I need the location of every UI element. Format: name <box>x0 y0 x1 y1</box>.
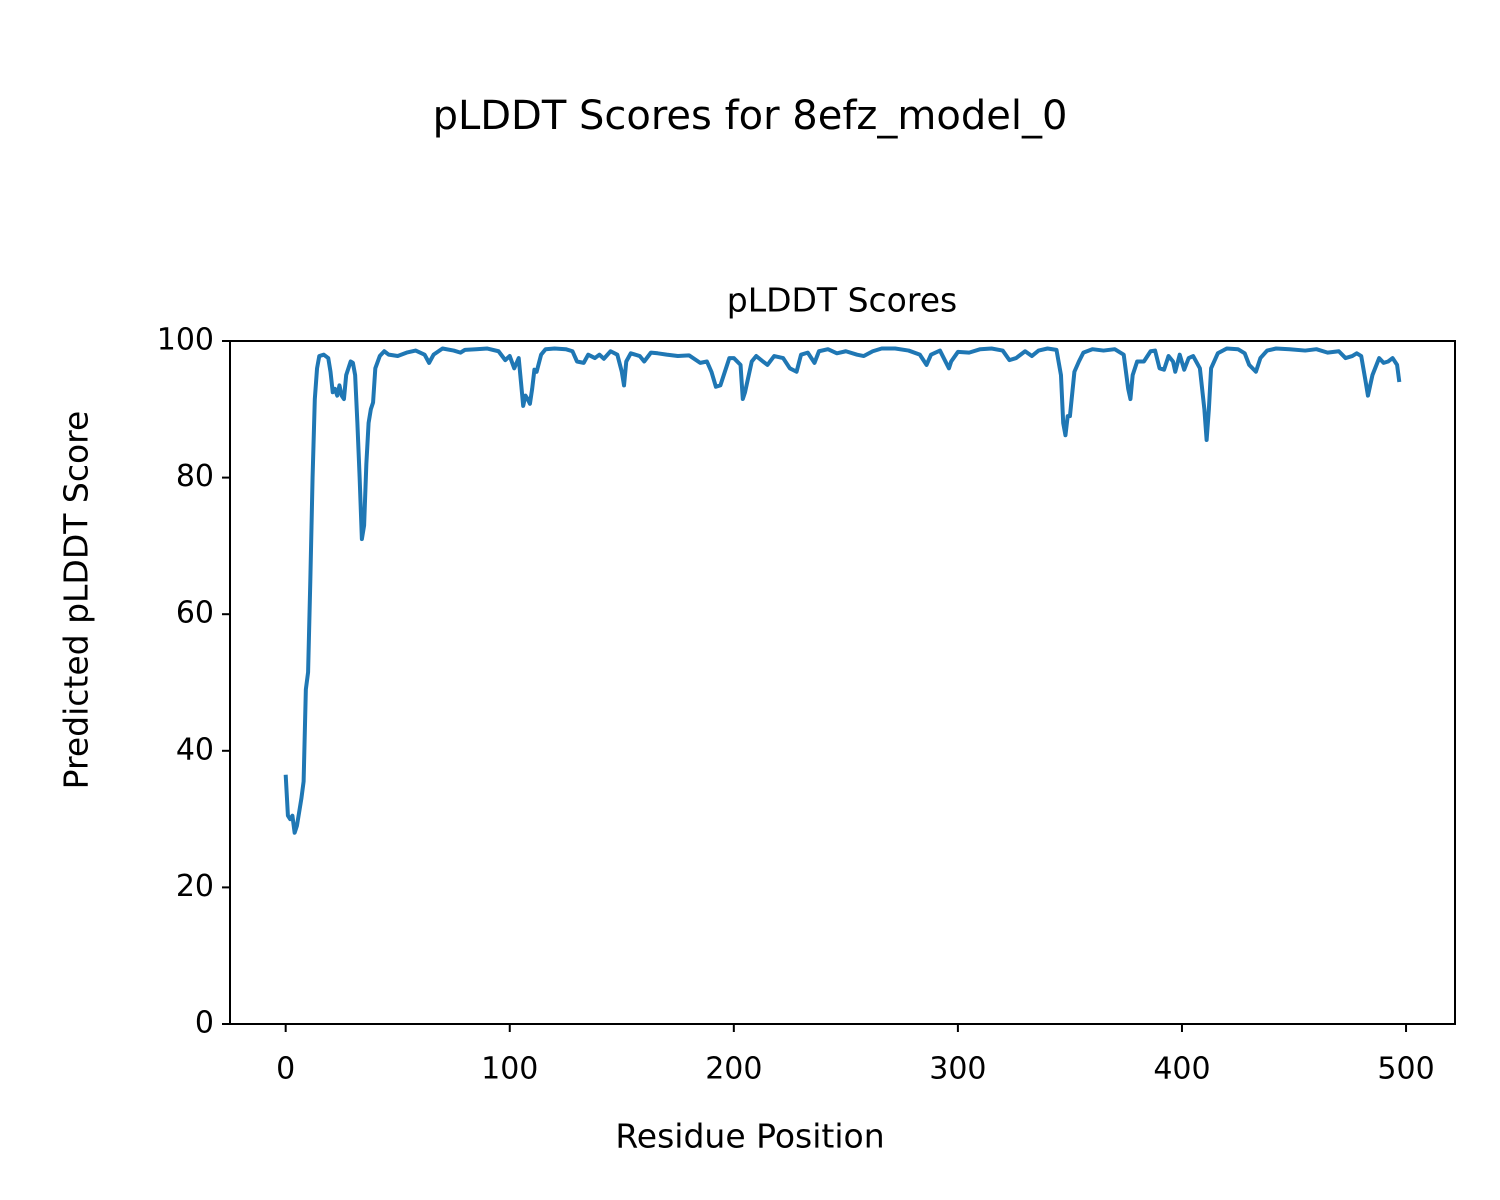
plot-frame <box>229 340 1456 1025</box>
y-tick-label: 60 <box>176 596 214 631</box>
x-tick-label: 300 <box>929 1052 986 1087</box>
figure-title: pLDDT Scores for 8efz_model_0 <box>433 93 1068 139</box>
x-tick-label: 200 <box>705 1052 762 1087</box>
x-tick-label: 100 <box>481 1052 538 1087</box>
x-axis-label: Residue Position <box>615 1117 884 1156</box>
y-tick-label: 40 <box>176 732 214 767</box>
x-tick-label: 0 <box>276 1052 295 1087</box>
y-tick-label: 100 <box>157 323 214 358</box>
x-tick-label: 500 <box>1377 1052 1434 1087</box>
data-line <box>283 346 1402 835</box>
axes-title: pLDDT Scores <box>727 281 957 320</box>
y-tick-label: 20 <box>176 869 214 904</box>
y-axis-label: Predicted pLDDT Score <box>57 411 96 790</box>
x-tick-label: 400 <box>1153 1052 1210 1087</box>
y-tick-label: 0 <box>195 1006 214 1041</box>
y-tick-label: 80 <box>176 459 214 494</box>
